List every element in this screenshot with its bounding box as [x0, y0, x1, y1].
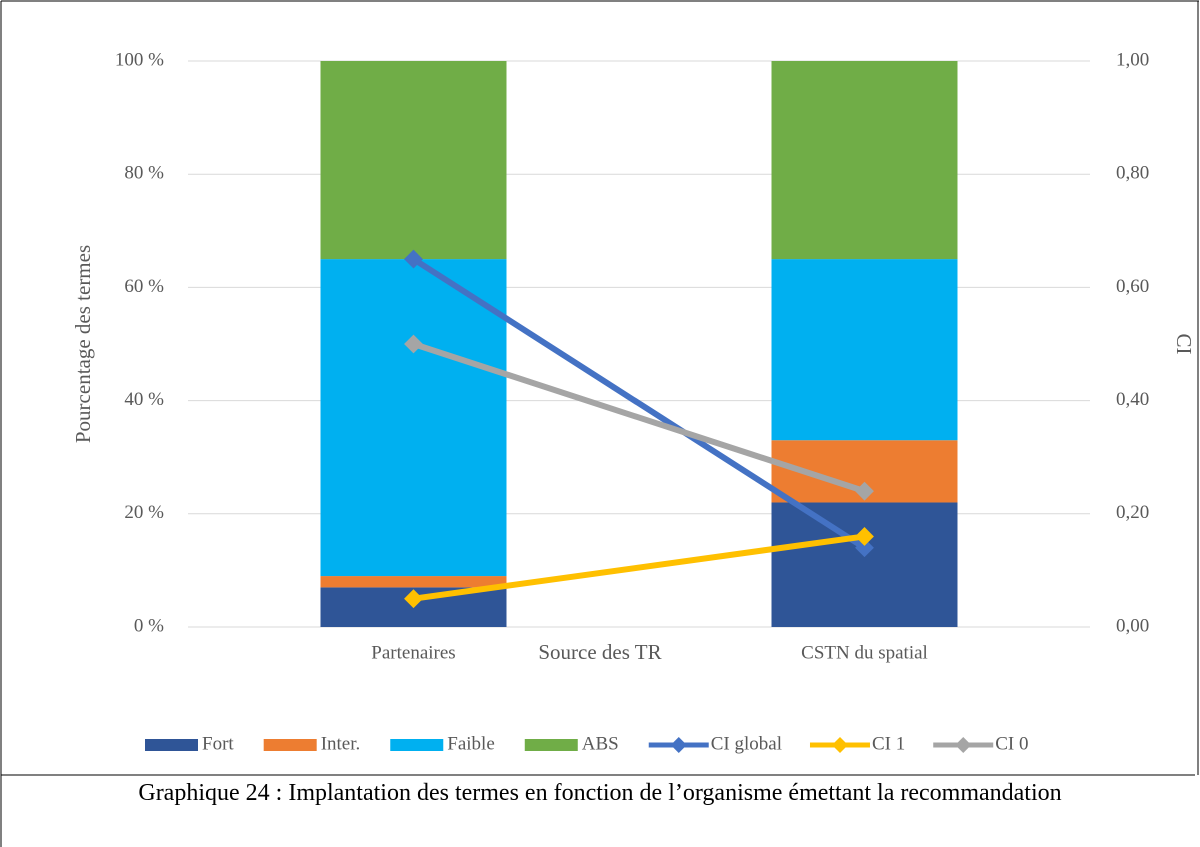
- y2-tick-label: 0,00: [1116, 615, 1149, 636]
- y-tick-label: 0 %: [134, 615, 164, 636]
- y-tick-label: 20 %: [124, 502, 164, 523]
- legend-label: Inter.: [321, 733, 361, 754]
- y2-tick-label: 0,40: [1116, 389, 1149, 410]
- y-tick-label: 80 %: [124, 163, 164, 184]
- bar: [320, 61, 507, 260]
- line-marker: [404, 249, 423, 269]
- y-tick-label: 100 %: [115, 49, 164, 70]
- bar: [320, 259, 507, 577]
- caption: Graphique 24 : Implantation des termes e…: [138, 780, 1062, 806]
- legend-label: ABS: [582, 733, 619, 754]
- legend-marker: [670, 737, 687, 753]
- bar: [320, 576, 507, 588]
- legend-swatch: [263, 739, 317, 751]
- y2-tick-label: 0,20: [1116, 502, 1149, 523]
- bar: [771, 61, 958, 260]
- line: [413, 533, 865, 602]
- legend-label: CI 1: [872, 733, 905, 754]
- legend-label: Faible: [447, 733, 495, 754]
- x-tick-label: CSTN du spatial: [801, 642, 928, 663]
- legend-swatch: [524, 739, 578, 751]
- line-marker: [404, 334, 423, 354]
- line-marker: [855, 527, 874, 546]
- line: [411, 256, 867, 551]
- legend-label: Fort: [202, 733, 234, 754]
- legend-swatch: [390, 739, 444, 751]
- legend-label: CI 0: [995, 733, 1028, 754]
- legend-swatch: [145, 739, 198, 751]
- legend-marker: [955, 737, 972, 753]
- y2-tick-label: 0,60: [1116, 276, 1149, 297]
- y2-tick-label: 0,80: [1116, 163, 1149, 184]
- y-tick-label: 60 %: [124, 276, 164, 297]
- line-marker: [855, 481, 874, 501]
- legend-marker: [831, 737, 848, 753]
- x-tick-label: Partenaires: [371, 642, 455, 663]
- y-tick-label: 40 %: [124, 389, 164, 410]
- y2-tick-label: 1,00: [1116, 49, 1149, 70]
- legend-label: CI global: [711, 733, 782, 754]
- line: [412, 341, 866, 495]
- bar: [771, 259, 958, 441]
- y2-axis-label: CI: [1172, 334, 1196, 355]
- line-marker: [404, 589, 423, 609]
- x-axis-label: Source des TR: [538, 640, 661, 664]
- bar: [771, 502, 958, 627]
- y-axis-label: Pourcentage des termes: [71, 245, 95, 443]
